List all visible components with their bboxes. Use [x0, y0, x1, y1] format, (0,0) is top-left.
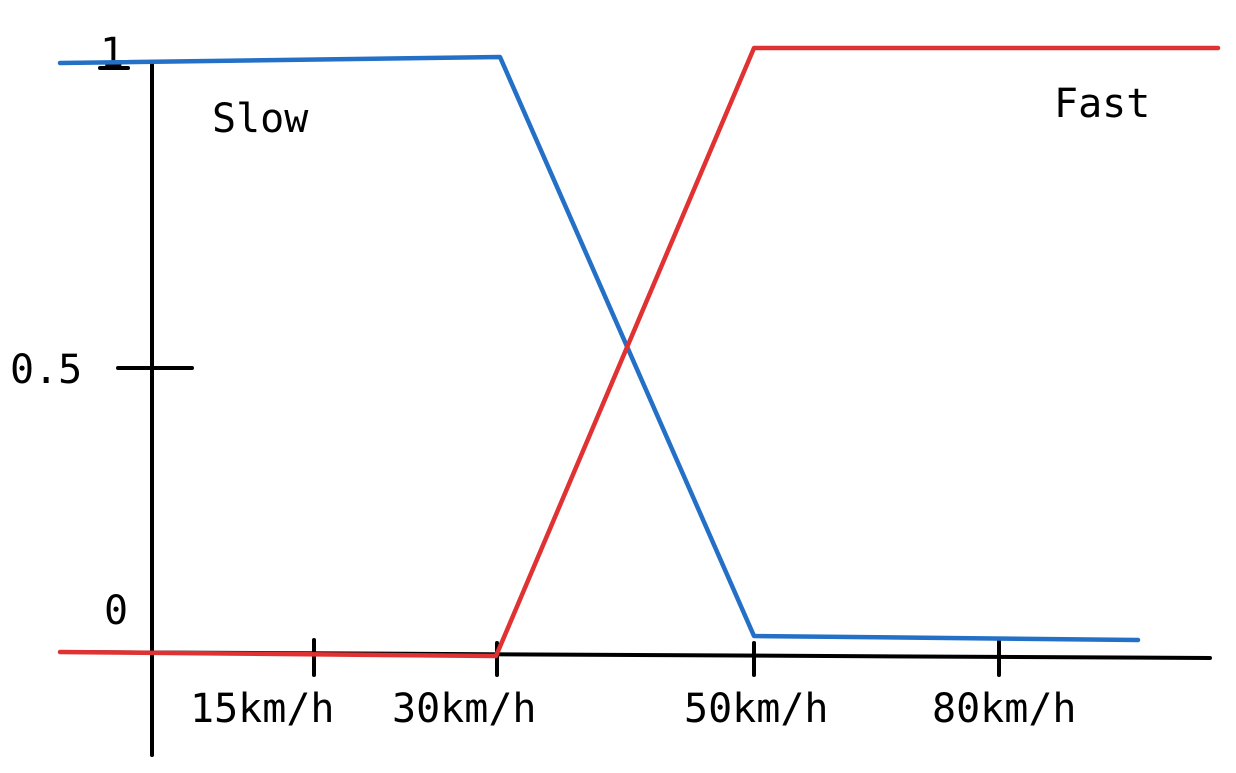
series-label-slow: Slow: [212, 96, 309, 142]
y-tick-label-0.5: 0.5: [10, 347, 82, 393]
x-tick-label-15: 15km/h: [190, 686, 335, 732]
series-label-fast: Fast: [1054, 81, 1150, 127]
y-tick-label-1: 1: [100, 30, 124, 76]
x-tick-label-30: 30km/h: [392, 686, 537, 732]
x-tick-label-50: 50km/h: [684, 686, 829, 732]
series-line-slow: [57, 54, 1141, 643]
x-tick-label-80: 80km/h: [932, 686, 1077, 732]
series-line-fast: [57, 45, 1221, 659]
y-tick-label-0: 0: [104, 588, 128, 634]
